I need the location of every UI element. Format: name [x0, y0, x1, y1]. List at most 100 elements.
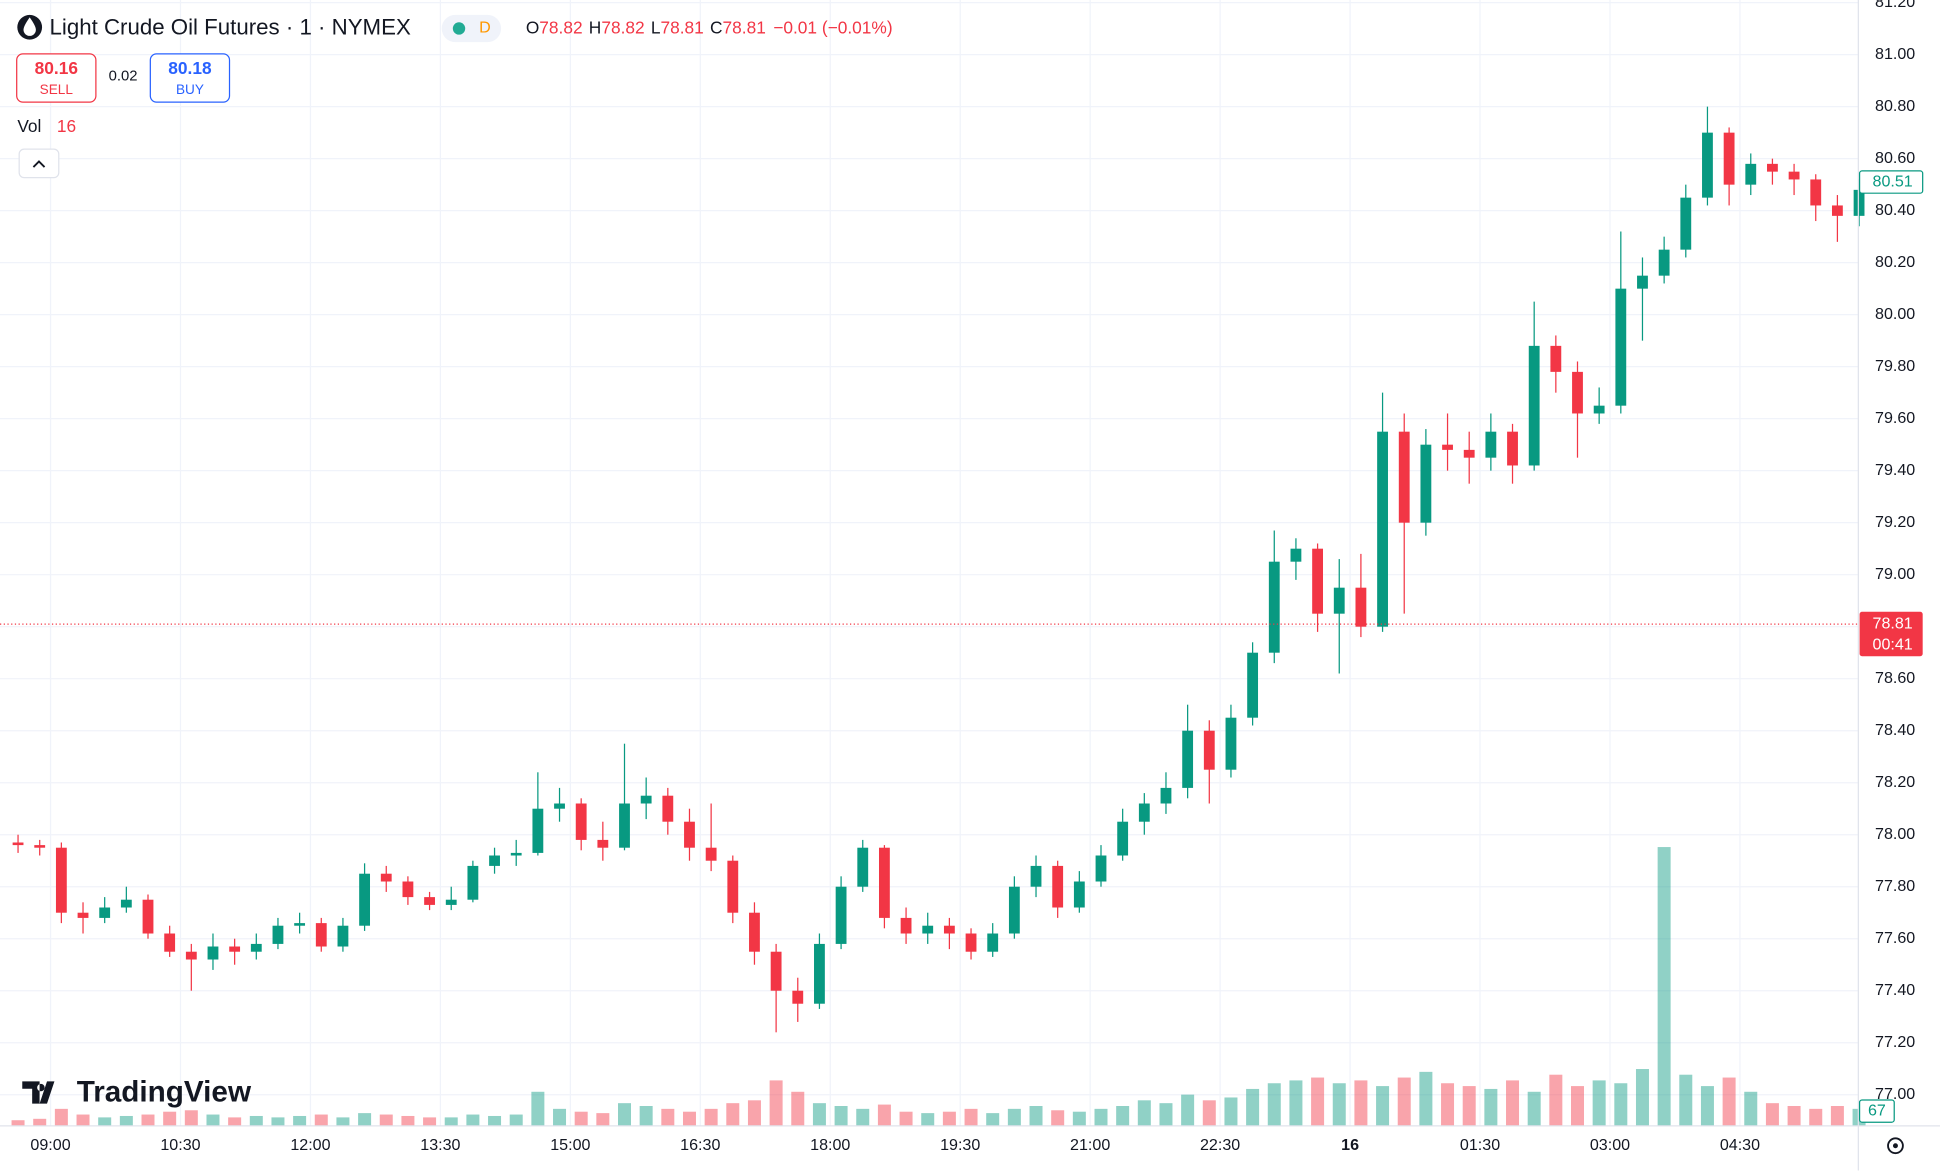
volume-bar — [336, 1117, 350, 1126]
candle-body — [1225, 717, 1237, 770]
candle-body — [1333, 587, 1345, 614]
candle-body — [1810, 179, 1822, 206]
volume-bar — [726, 1103, 740, 1126]
volume-bar — [877, 1104, 891, 1126]
candle-body — [1355, 587, 1367, 627]
candle-body — [857, 847, 869, 887]
y-tick-label: 78.60 — [1875, 669, 1915, 687]
volume-bar — [1700, 1086, 1714, 1126]
volume-bar — [986, 1113, 1000, 1126]
logo-mark — [22, 1081, 55, 1104]
candle-body — [445, 899, 457, 905]
volume-bar — [1267, 1083, 1281, 1126]
change: −0.01 (−0.01%) — [773, 17, 892, 37]
sell-price: 80.16 — [35, 58, 78, 78]
volume-bar — [1051, 1110, 1065, 1126]
volume-bar — [1635, 1069, 1649, 1126]
candle-body — [424, 897, 435, 905]
x-tick-label: 03:00 — [1590, 1136, 1630, 1154]
volume-bar — [228, 1117, 242, 1126]
candle-body — [380, 873, 392, 882]
candle-body — [792, 990, 804, 1004]
volume-bar — [769, 1080, 783, 1126]
candle-body — [1095, 855, 1107, 882]
candle-body — [402, 881, 414, 898]
h-value: 78.82 — [601, 17, 644, 37]
volume-bar — [856, 1108, 870, 1126]
candle-body — [337, 925, 349, 947]
candle-body — [142, 899, 154, 934]
volume-bar — [119, 1115, 133, 1126]
candle-body — [229, 946, 241, 952]
volume-bar — [249, 1115, 263, 1126]
volume-bar — [293, 1115, 307, 1126]
candle-body — [1052, 865, 1064, 908]
volume-bar — [618, 1103, 631, 1126]
volume-bar — [1592, 1080, 1606, 1126]
y-tick-label: 78.00 — [1875, 825, 1915, 843]
candle-body — [272, 925, 284, 944]
candle-body — [878, 847, 890, 918]
y-tick-label: 79.20 — [1875, 513, 1915, 531]
volume-bar — [531, 1091, 545, 1126]
candle-body — [1485, 431, 1497, 458]
volume-bar — [1441, 1083, 1455, 1126]
y-tick-label: 79.00 — [1875, 565, 1915, 583]
volume-bar — [553, 1108, 567, 1126]
logo-text: TradingView — [77, 1076, 252, 1109]
settings-button[interactable] — [1887, 1137, 1904, 1155]
volume-bar — [1137, 1100, 1151, 1126]
candle-body — [662, 795, 674, 822]
candle-body — [727, 860, 739, 913]
candle-body — [835, 886, 847, 944]
marker-price-label: 80.51 — [1873, 172, 1913, 190]
candle-body — [1138, 803, 1150, 822]
volume-bar — [661, 1108, 675, 1126]
candles — [12, 106, 1865, 1033]
volume-bar — [1072, 1111, 1086, 1126]
volume-bar — [423, 1117, 437, 1126]
volume-bar — [1614, 1083, 1628, 1126]
volume-bar — [1830, 1106, 1844, 1126]
last-price-box — [1859, 611, 1923, 657]
o-value: 78.82 — [539, 17, 582, 37]
status-pill[interactable] — [441, 14, 502, 43]
sell-label: SELL — [40, 82, 74, 97]
volume-bar — [1462, 1086, 1476, 1126]
y-tick-label: 80.20 — [1875, 253, 1915, 271]
candle-body — [749, 912, 760, 952]
volume-bar — [1181, 1094, 1195, 1126]
symbol-title[interactable]: Light Crude Oil Futures · 1 · NYMEX — [49, 14, 410, 39]
collapse-button[interactable] — [18, 148, 60, 179]
volume-bar — [33, 1118, 47, 1126]
volume-bar — [509, 1114, 523, 1126]
candle-body — [207, 946, 219, 960]
volume-bar — [1354, 1080, 1368, 1126]
buy-price: 80.18 — [168, 58, 212, 78]
volume-bar — [98, 1117, 112, 1126]
sell-button[interactable] — [16, 53, 97, 103]
candle-body — [575, 803, 587, 840]
candle-body — [554, 803, 565, 809]
volume-bar — [1159, 1103, 1173, 1126]
volume-bar — [141, 1114, 155, 1126]
volume-bar — [1246, 1088, 1260, 1126]
volume-axis-box — [1858, 1099, 1895, 1123]
c-value: 78.81 — [723, 17, 766, 37]
marker-price-box — [1858, 170, 1924, 194]
y-tick-label: 78.20 — [1875, 773, 1915, 791]
volume-bar — [1722, 1077, 1736, 1126]
candle-body — [1030, 865, 1042, 887]
y-tick-label: 81.20 — [1875, 0, 1915, 11]
candle-body — [1831, 205, 1843, 216]
volume-legend-value: 16 — [57, 116, 76, 136]
y-tick-label: 79.40 — [1875, 461, 1915, 479]
buy-button[interactable] — [149, 53, 231, 103]
candle-body — [250, 943, 262, 952]
countdown-label: 00:41 — [1873, 635, 1913, 653]
volume-bar — [1419, 1071, 1433, 1126]
volume-bar — [1376, 1086, 1390, 1126]
candle-body — [120, 899, 132, 908]
volume-bar — [921, 1113, 935, 1126]
